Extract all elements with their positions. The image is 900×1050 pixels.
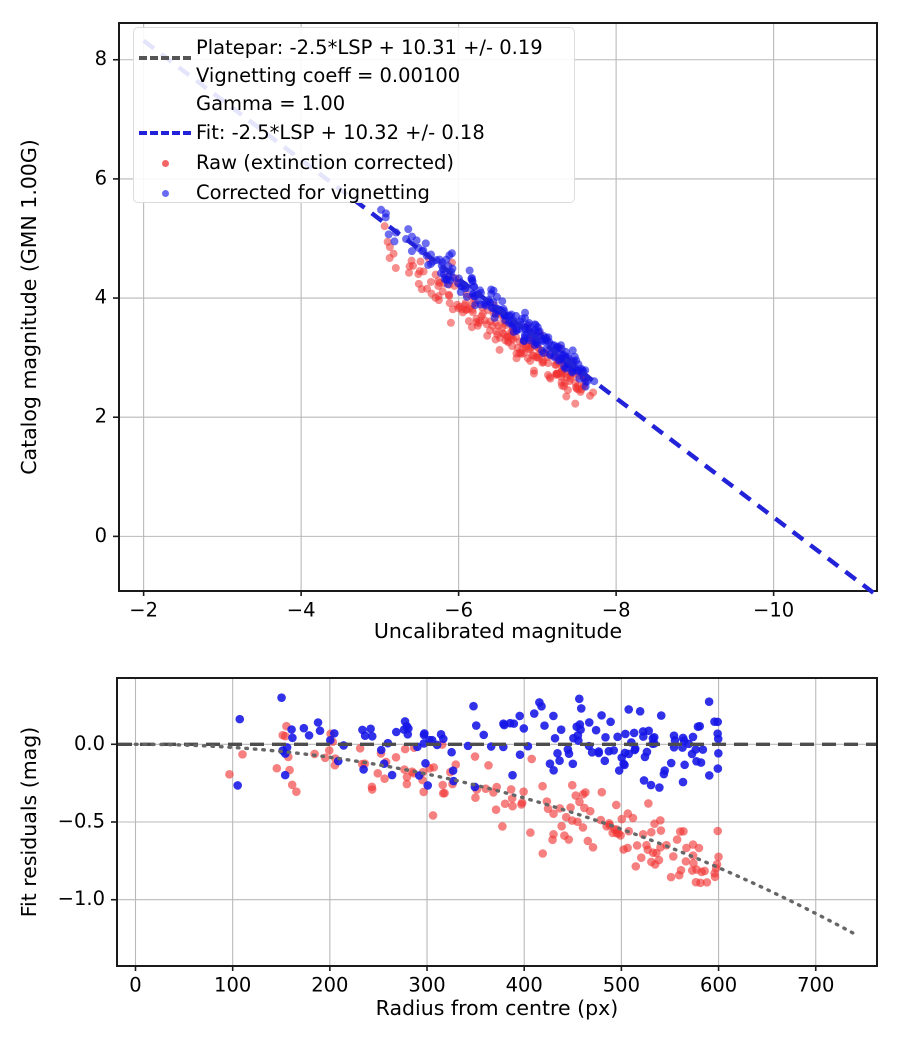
legend-label-corrected: Corrected for vignetting — [196, 183, 430, 203]
bottom-xtick-label: 600 — [700, 973, 737, 996]
top-ytick-label: 0 — [95, 524, 107, 547]
bottom-yaxis-label: Fit residuals (mag) — [17, 727, 41, 918]
bottom-xtick-label: 200 — [311, 973, 348, 996]
fit-residuals-canvas — [118, 679, 876, 965]
top-ytick-label: 6 — [95, 166, 107, 189]
vignetting-curve — [135, 744, 858, 936]
bottom-xtick-label: 300 — [408, 973, 445, 996]
legend-entry-platepar: Platepar: -2.5*LSP + 10.31 +/- 0.19 Vign… — [134, 34, 574, 118]
fit-residuals-plot — [116, 677, 878, 967]
dashed-blue-line-icon — [134, 131, 196, 135]
bottom-xtick-label: 100 — [214, 973, 251, 996]
top-xtick-label: −4 — [287, 598, 316, 621]
top-ytick-label: 4 — [95, 286, 107, 309]
red-dot-marker-icon — [134, 160, 196, 167]
bottom-ytick-label: 0.0 — [74, 732, 105, 755]
figure-canvas: −2−4−6−8−1002468 Uncalibrated magnitude … — [0, 0, 900, 1050]
blue-dot-marker-icon — [134, 190, 196, 197]
bottom-xtick-label: 700 — [797, 973, 834, 996]
top-yaxis-label: Catalog magnitude (GMN 1.00G) — [17, 139, 41, 475]
top-xtick-label: −6 — [444, 598, 473, 621]
legend-label-gamma: Gamma = 1.00 — [196, 90, 543, 118]
bottom-xtick-label: 400 — [506, 973, 543, 996]
top-xtick-label: −2 — [129, 598, 158, 621]
top-ytick-label: 2 — [95, 405, 107, 428]
legend-entry-corrected: Corrected for vignetting — [134, 178, 574, 208]
dashed-gray-line-icon — [134, 34, 196, 118]
legend-label-raw: Raw (extinction corrected) — [196, 153, 454, 173]
legend-label-platepar: Platepar: -2.5*LSP + 10.31 +/- 0.19 — [196, 34, 543, 62]
top-xaxis-label: Uncalibrated magnitude — [374, 619, 622, 643]
bottom-xtick-label: 500 — [603, 973, 640, 996]
bottom-ytick-label: −0.5 — [58, 810, 105, 833]
legend-entry-fit: Fit: -2.5*LSP + 10.32 +/- 0.18 — [134, 118, 574, 148]
top-xtick-label: −10 — [753, 598, 794, 621]
legend-label-fit: Fit: -2.5*LSP + 10.32 +/- 0.18 — [196, 123, 485, 143]
bottom-xaxis-label: Radius from centre (px) — [376, 996, 619, 1020]
legend-entry-raw: Raw (extinction corrected) — [134, 148, 574, 178]
bottom-ytick-label: −1.0 — [58, 887, 105, 910]
top-ytick-label: 8 — [95, 47, 107, 70]
top-xtick-label: −8 — [602, 598, 631, 621]
bottom-xtick-label: 0 — [129, 973, 141, 996]
legend: Platepar: -2.5*LSP + 10.31 +/- 0.19 Vign… — [133, 27, 575, 203]
legend-label-vignetting-coeff: Vignetting coeff = 0.00100 — [196, 62, 543, 90]
raw-residual-points-group — [225, 722, 723, 887]
